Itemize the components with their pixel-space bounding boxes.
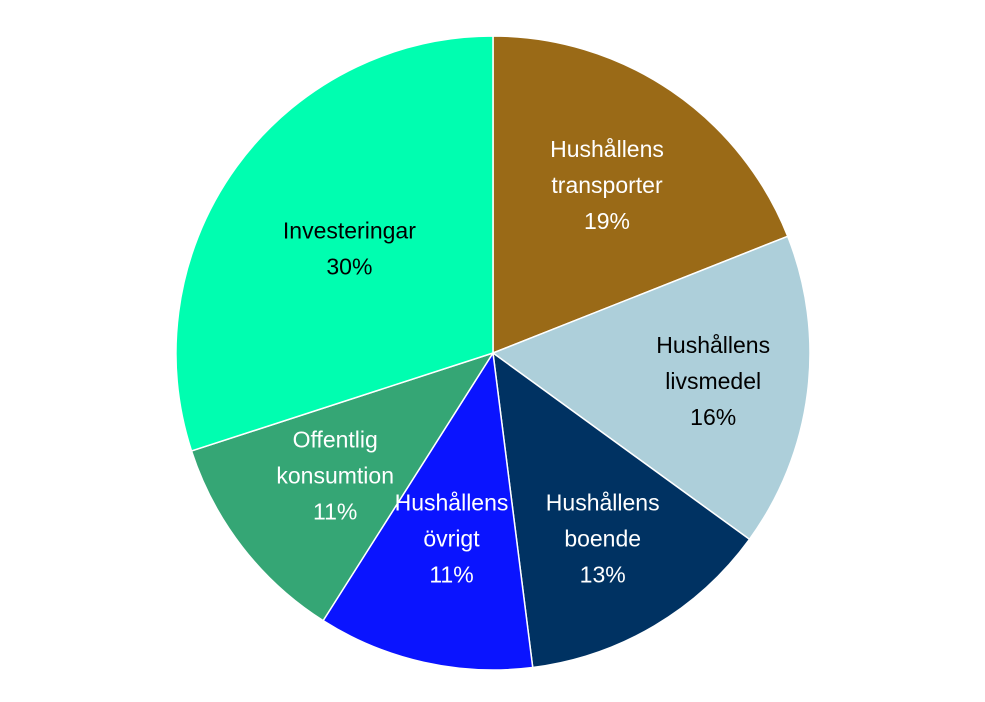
slice-label: Hushållens övrigt 11%: [395, 490, 509, 588]
slice-label: Offentlig konsumtion 11%: [276, 426, 394, 524]
slice-value-label: 11%: [429, 562, 473, 588]
slice-value-label: 16%: [690, 404, 736, 430]
pie-slice: [491, 235, 811, 541]
pie-labels: Hushållens transporter 19% Hushållens livsme…: [276, 136, 770, 587]
slice-category-label: övrigt: [423, 526, 480, 552]
slice-value-label: 13%: [580, 562, 626, 588]
slice-category-label: Offentlig: [293, 426, 378, 452]
slice-category-label: Investeringar: [283, 218, 416, 244]
slice-category-label: boende: [564, 526, 641, 552]
pie-slice: [175, 35, 494, 452]
slice-label: Hushållens boende 13%: [546, 490, 660, 588]
pie-slice: [492, 35, 789, 355]
slice-value-label: 11%: [313, 498, 357, 524]
pie-slice: [190, 351, 495, 622]
pie-slices: [175, 35, 811, 671]
slice-value-label: 19%: [584, 208, 630, 234]
slice-category-label: Hushållens: [546, 490, 660, 516]
pie-slice: [322, 350, 534, 671]
pie-slice: [492, 351, 751, 669]
slice-category-label: konsumtion: [276, 462, 394, 488]
slice-value-label: 30%: [326, 254, 372, 280]
slice-label: Hushållens transporter 19%: [550, 136, 664, 234]
slice-category-label: Hushållens: [656, 332, 770, 358]
slice-label: Hushållens livsmedel 16%: [656, 332, 770, 430]
slice-category-label: Hushållens: [395, 490, 509, 516]
slice-label: Investeringar 30%: [283, 218, 416, 280]
slice-category-label: livsmedel: [665, 368, 761, 394]
slice-category-label: transporter: [551, 172, 663, 198]
slice-category-label: Hushållens: [550, 136, 664, 162]
